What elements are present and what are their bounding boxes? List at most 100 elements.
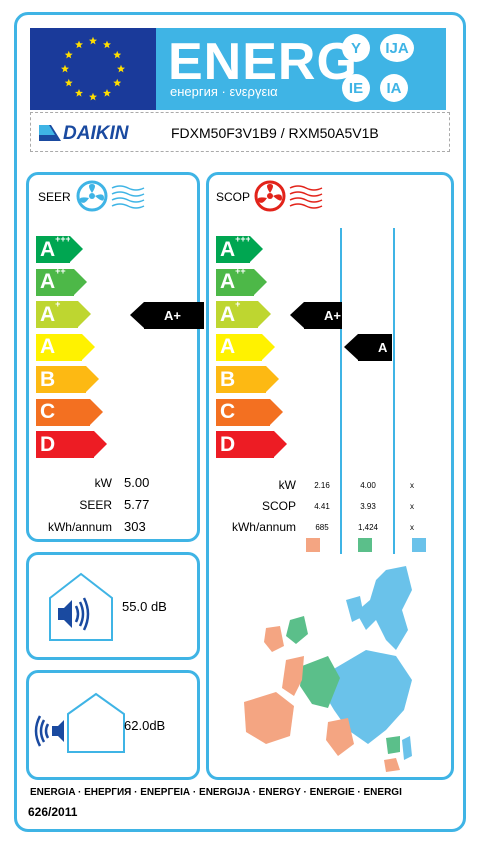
fan-heat-icon bbox=[254, 180, 323, 212]
scop-rating-label: A bbox=[378, 340, 388, 355]
eu-star-icon bbox=[89, 36, 97, 45]
indoor-noise-number: 55.0 bbox=[122, 599, 148, 614]
eu-star-icon bbox=[89, 92, 97, 101]
scop-class-bar: A+ bbox=[216, 298, 258, 328]
scop-class-bar-tip bbox=[270, 398, 283, 425]
scop-kwh-cold: x bbox=[410, 523, 414, 532]
seer-class-label: A bbox=[40, 335, 56, 358]
seer-class-bar: C bbox=[36, 398, 90, 426]
scop-rating-arrow-warm: A+ bbox=[290, 302, 342, 329]
seer-class-bar-tip bbox=[78, 301, 91, 327]
lang-badge: IA bbox=[380, 74, 408, 102]
indoor-noise-value: 55.0 dB bbox=[122, 599, 167, 614]
speaker-indoor-icon bbox=[49, 572, 113, 641]
eu-star-icon bbox=[113, 78, 122, 87]
scop-class-bar-tip bbox=[258, 301, 271, 327]
seer-class-bar-tip bbox=[90, 398, 103, 425]
eu-star-icon bbox=[61, 64, 69, 73]
indoor-noise-panel bbox=[26, 552, 200, 660]
seer-seer-label: SEER bbox=[79, 498, 112, 512]
seer-class-bar-tip bbox=[94, 431, 107, 457]
scop-scop-label: SCOP bbox=[261, 499, 296, 513]
scop-class-label: A bbox=[220, 335, 236, 358]
seer-panel bbox=[26, 172, 200, 542]
seer-class-bar: B bbox=[36, 366, 86, 393]
scop-scop-average: 3.93 bbox=[360, 502, 376, 511]
fan-cool-icon bbox=[76, 180, 145, 212]
lang-badge: Y bbox=[342, 34, 370, 62]
scop-class-label: B bbox=[220, 367, 236, 391]
scop-class-label: D bbox=[220, 432, 236, 456]
europe-map-icon bbox=[244, 566, 412, 772]
scop-class-bar: C bbox=[216, 398, 270, 426]
seer-kw-value: 5.00 bbox=[124, 475, 150, 490]
seer-class-label: D bbox=[40, 432, 56, 456]
warm-zone-swatch bbox=[306, 538, 320, 552]
scop-class-label: A+++ bbox=[220, 233, 251, 261]
footer-languages: ENERGIA · ЕНЕРГИЯ · ΕΝΕΡΓΕΙΑ · ENERGIJA … bbox=[30, 787, 402, 798]
scop-class-bar: B bbox=[216, 366, 266, 393]
scop-kwh-average: 1,424 bbox=[357, 523, 379, 532]
scop-class-bar: D bbox=[216, 431, 274, 458]
seer-class-label: C bbox=[40, 400, 56, 423]
seer-class-bar: A+++ bbox=[36, 233, 71, 263]
seer-kwh-value: 303 bbox=[124, 519, 146, 534]
scop-column-divider bbox=[393, 228, 395, 554]
seer-class-label: A+ bbox=[40, 298, 61, 326]
seer-class-bar-tip bbox=[70, 236, 83, 262]
scop-rating-arrow-average: A bbox=[344, 334, 392, 361]
seer-class-bar-tip bbox=[82, 333, 95, 360]
scop-class-label: A+ bbox=[220, 298, 241, 326]
model-number: FDXM50F3V1B9 / RXM50A5V1B bbox=[171, 125, 379, 141]
seer-class-label: A++ bbox=[40, 266, 66, 293]
scop-kw-average: 4.00 bbox=[360, 481, 376, 490]
energy-subtitle: енергия · ενεργεια bbox=[170, 84, 278, 99]
seer-rating-arrow: A+ bbox=[130, 302, 204, 329]
seer-class-label: B bbox=[40, 367, 56, 391]
energy-header: ENERG енергия · ενεργεια Y IJA IE IA bbox=[156, 28, 446, 110]
scop-class-label: A++ bbox=[220, 266, 246, 293]
seer-class-bar: A++ bbox=[36, 266, 74, 296]
scop-kw-label: kW bbox=[278, 478, 296, 492]
seer-seer-value: 5.77 bbox=[124, 497, 150, 512]
energy-title: ENERG bbox=[168, 33, 358, 91]
seer-class-bar: A+ bbox=[36, 298, 78, 328]
scop-kwh-warm: 685 bbox=[315, 523, 329, 532]
scop-rating-label: A+ bbox=[324, 308, 341, 323]
eu-star-icon bbox=[75, 40, 83, 49]
footer-regulation: 626/2011 bbox=[28, 805, 78, 819]
seer-class-bar-tip bbox=[74, 268, 87, 295]
eu-star-icon bbox=[64, 78, 73, 87]
label-frame bbox=[14, 12, 466, 832]
seer-title: SEER bbox=[38, 190, 71, 204]
scop-kw-warm: 2.16 bbox=[314, 481, 330, 490]
scop-kw-cold: x bbox=[410, 481, 414, 490]
outdoor-noise-unit: dB bbox=[149, 718, 166, 733]
eu-star-icon bbox=[103, 40, 111, 49]
scop-kwh-label: kWh/annum bbox=[231, 520, 296, 534]
average-zone-swatch bbox=[358, 538, 372, 552]
seer-class-bar: D bbox=[36, 431, 94, 458]
outdoor-noise-value: 62.0dB bbox=[124, 718, 165, 733]
eu-star-icon bbox=[103, 89, 111, 97]
speaker-outdoor-icon bbox=[34, 692, 125, 753]
scop-class-bar-tip bbox=[250, 236, 263, 262]
indoor-noise-unit: dB bbox=[150, 599, 167, 614]
scop-class-bar-tip bbox=[266, 366, 279, 392]
eu-star-icon bbox=[117, 64, 125, 73]
eu-star-icon bbox=[64, 50, 73, 59]
outdoor-noise-panel bbox=[26, 670, 200, 780]
seer-class-bar-tip bbox=[86, 366, 99, 392]
lang-badge: IJA bbox=[380, 34, 414, 62]
eu-star-icon bbox=[75, 89, 83, 97]
outdoor-noise-number: 62.0 bbox=[124, 718, 150, 733]
daikin-logo-icon bbox=[39, 125, 61, 141]
scop-panel bbox=[206, 172, 454, 780]
brand-row: DAIKIN FDXM50F3V1B9 / RXM50A5V1B bbox=[30, 112, 450, 152]
scop-scop-warm: 4.41 bbox=[314, 502, 330, 511]
seer-class-label: A+++ bbox=[40, 233, 71, 261]
cold-zone-swatch bbox=[412, 538, 426, 552]
scop-column-divider bbox=[340, 228, 342, 554]
eu-flag-icon bbox=[30, 28, 156, 110]
seer-kw-label: kW bbox=[94, 476, 112, 490]
